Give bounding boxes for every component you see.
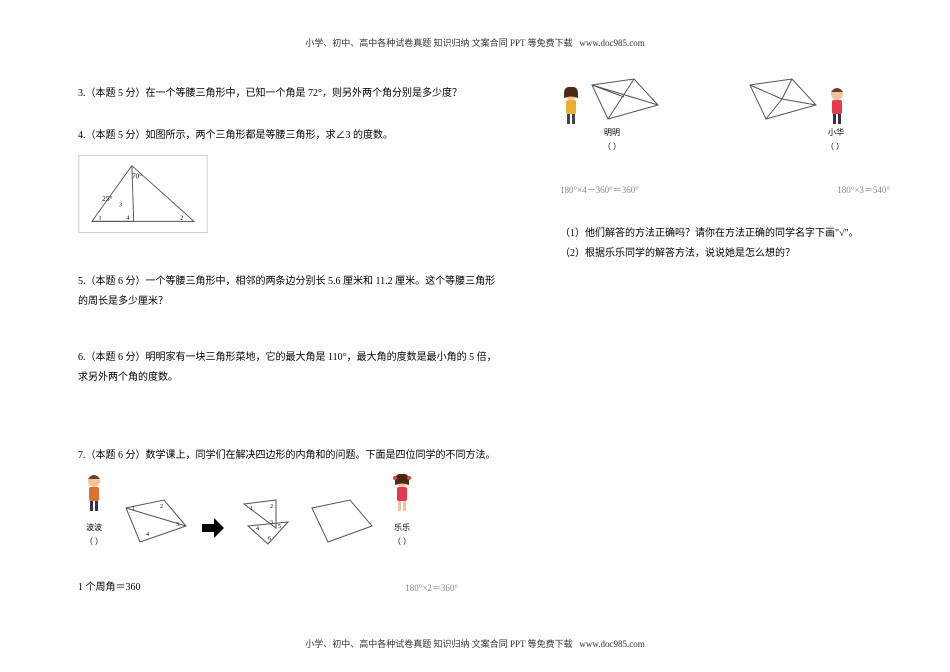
q5-line2: 的周长是多少厘米？ [78, 292, 498, 312]
question-3: 3.（本题 5 分）在一个等腰三角形中，已知一个角是 72°，则另外两个角分别是… [78, 84, 498, 104]
footer-text: 小学、初中、高中各种试卷真题 知识归纳 文案合同 PPT 等免费下载 [305, 639, 572, 649]
avatar-girl-icon [391, 472, 413, 512]
lele-bracket: （ ） [386, 536, 418, 548]
mingming-name: 明明 [560, 127, 664, 139]
xiaohua-name: 小华 [744, 127, 848, 139]
quad-xiaohua-diagram [744, 75, 822, 125]
bobo-name: 波波 [78, 522, 110, 534]
avatar-bobo-block: 波波 （ ） [78, 472, 110, 548]
angle-70: 70° [132, 172, 142, 181]
svg-text:4: 4 [256, 526, 259, 532]
avatar-girl2-icon [560, 85, 582, 125]
angle-25: 25° [102, 194, 112, 203]
quad-3-diagram [306, 496, 376, 548]
right-diagrams-row: 明明 （ ） [560, 75, 890, 153]
q7-sub1: （1）他们解答的方法正确吗？请你在方法正确的同学名字下画"√"。 [560, 224, 890, 244]
q7-subquestions: （1）他们解答的方法正确吗？请你在方法正确的同学名字下画"√"。 （2）根据乐乐… [560, 224, 890, 264]
lele-name: 乐乐 [386, 522, 418, 534]
q5-line1: 5.（本题 6 分）一个等腰三角形中，相邻的两条边分别长 5.6 厘米和 11.… [78, 272, 498, 292]
bobo-bracket: （ ） [78, 536, 110, 548]
xiaohua-bracket: （ ） [744, 141, 848, 153]
right-formula-row: 180°×4－360°＝360° 180°×3＝540° [560, 183, 890, 196]
page-header: 小学、初中、高中各种试卷真题 知识归纳 文案合同 PPT 等免费下载 www.d… [0, 36, 950, 49]
question-6: 6.（本题 6 分）明明家有一块三角形菜地，它的最大角是 110°，最大角的度数… [78, 348, 498, 388]
svg-text:3: 3 [270, 520, 273, 526]
svg-text:1: 1 [98, 215, 101, 222]
footer-link[interactable]: www.doc985.com [579, 639, 644, 649]
page: 小学、初中、高中各种试卷真题 知识归纳 文案合同 PPT 等免费下载 www.d… [0, 0, 950, 672]
q3-text: 3.（本题 5 分）在一个等腰三角形中，已知一个角是 72°，则另外两个角分别是… [78, 88, 462, 99]
q7-bottom-row: 1 个周角＝360 180°×2＝360° [78, 578, 498, 598]
quad-mingming-diagram [586, 75, 664, 125]
q7-text: 7.（本题 6 分）数学课上，同学们在解决四边形的内角和的问题。下面是四位同学的… [78, 446, 498, 466]
header-text: 小学、初中、高中各种试卷真题 知识归纳 文案合同 PPT 等免费下载 [305, 38, 572, 48]
mingming-bracket: （ ） [560, 141, 664, 153]
right-column: 明明 （ ） [560, 75, 890, 286]
avatar-lele-block: 乐乐 （ ） [386, 472, 418, 548]
svg-text:2: 2 [270, 504, 273, 510]
formula-mingming: 180°×4－360°＝360° [560, 183, 639, 196]
question-4: 4.（本题 5 分）如图所示，两个三角形都是等腰三角形，求∠3 的度数。 70°… [78, 126, 498, 250]
svg-text:2: 2 [160, 504, 163, 510]
question-7: 7.（本题 6 分）数学课上，同学们在解决四边形的内角和的问题。下面是四位同学的… [78, 446, 498, 598]
q6-line1: 6.（本题 6 分）明明家有一块三角形菜地，它的最大角是 110°，最大角的度数… [78, 348, 498, 368]
svg-text:5: 5 [278, 524, 281, 530]
perigon-text: 1 个周角＝360 [78, 578, 141, 598]
q4-text: 4.（本题 5 分）如图所示，两个三角形都是等腰三角形，求∠3 的度数。 [78, 130, 393, 141]
svg-text:1: 1 [132, 506, 135, 512]
q7-sub2: （2）根据乐乐同学的解答方法，说说她是怎么想的？ [560, 244, 890, 264]
arrow-icon [200, 508, 226, 548]
angle-3: 3 [119, 202, 122, 209]
formula-xiaohua: 180°×3＝540° [837, 183, 890, 196]
quad-1-diagram: 1 2 3 4 [120, 496, 190, 548]
left-column: 3.（本题 5 分）在一个等腰三角形中，已知一个角是 72°，则另外两个角分别是… [78, 84, 498, 620]
quad-2-diagram: 1 2 3 4 5 6 [236, 496, 296, 548]
svg-text:1: 1 [250, 506, 253, 512]
svg-text:2: 2 [180, 215, 183, 222]
svg-text:3: 3 [176, 522, 179, 528]
page-footer: 小学、初中、高中各种试卷真题 知识归纳 文案合同 PPT 等免费下载 www.d… [0, 637, 950, 650]
avatar-boy-icon [83, 472, 105, 512]
svg-text:4: 4 [146, 532, 149, 538]
xiaohua-block: 小华 （ ） [744, 75, 848, 153]
avatar-boy2-icon [826, 85, 848, 125]
svg-text:4: 4 [126, 215, 130, 222]
formula-bobo: 180°×2＝360° [405, 578, 458, 598]
q4-diagram: 70° 25° 3 1 4 2 [78, 154, 208, 234]
header-link[interactable]: www.doc985.com [579, 38, 644, 48]
q7-row-1: 波波 （ ） 1 2 3 4 [78, 472, 498, 548]
question-5: 5.（本题 6 分）一个等腰三角形中，相邻的两条边分别长 5.6 厘米和 11.… [78, 272, 498, 312]
svg-text:6: 6 [268, 536, 271, 542]
mingming-block: 明明 （ ） [560, 75, 664, 153]
q6-line2: 求另外两个角的度数。 [78, 368, 498, 388]
